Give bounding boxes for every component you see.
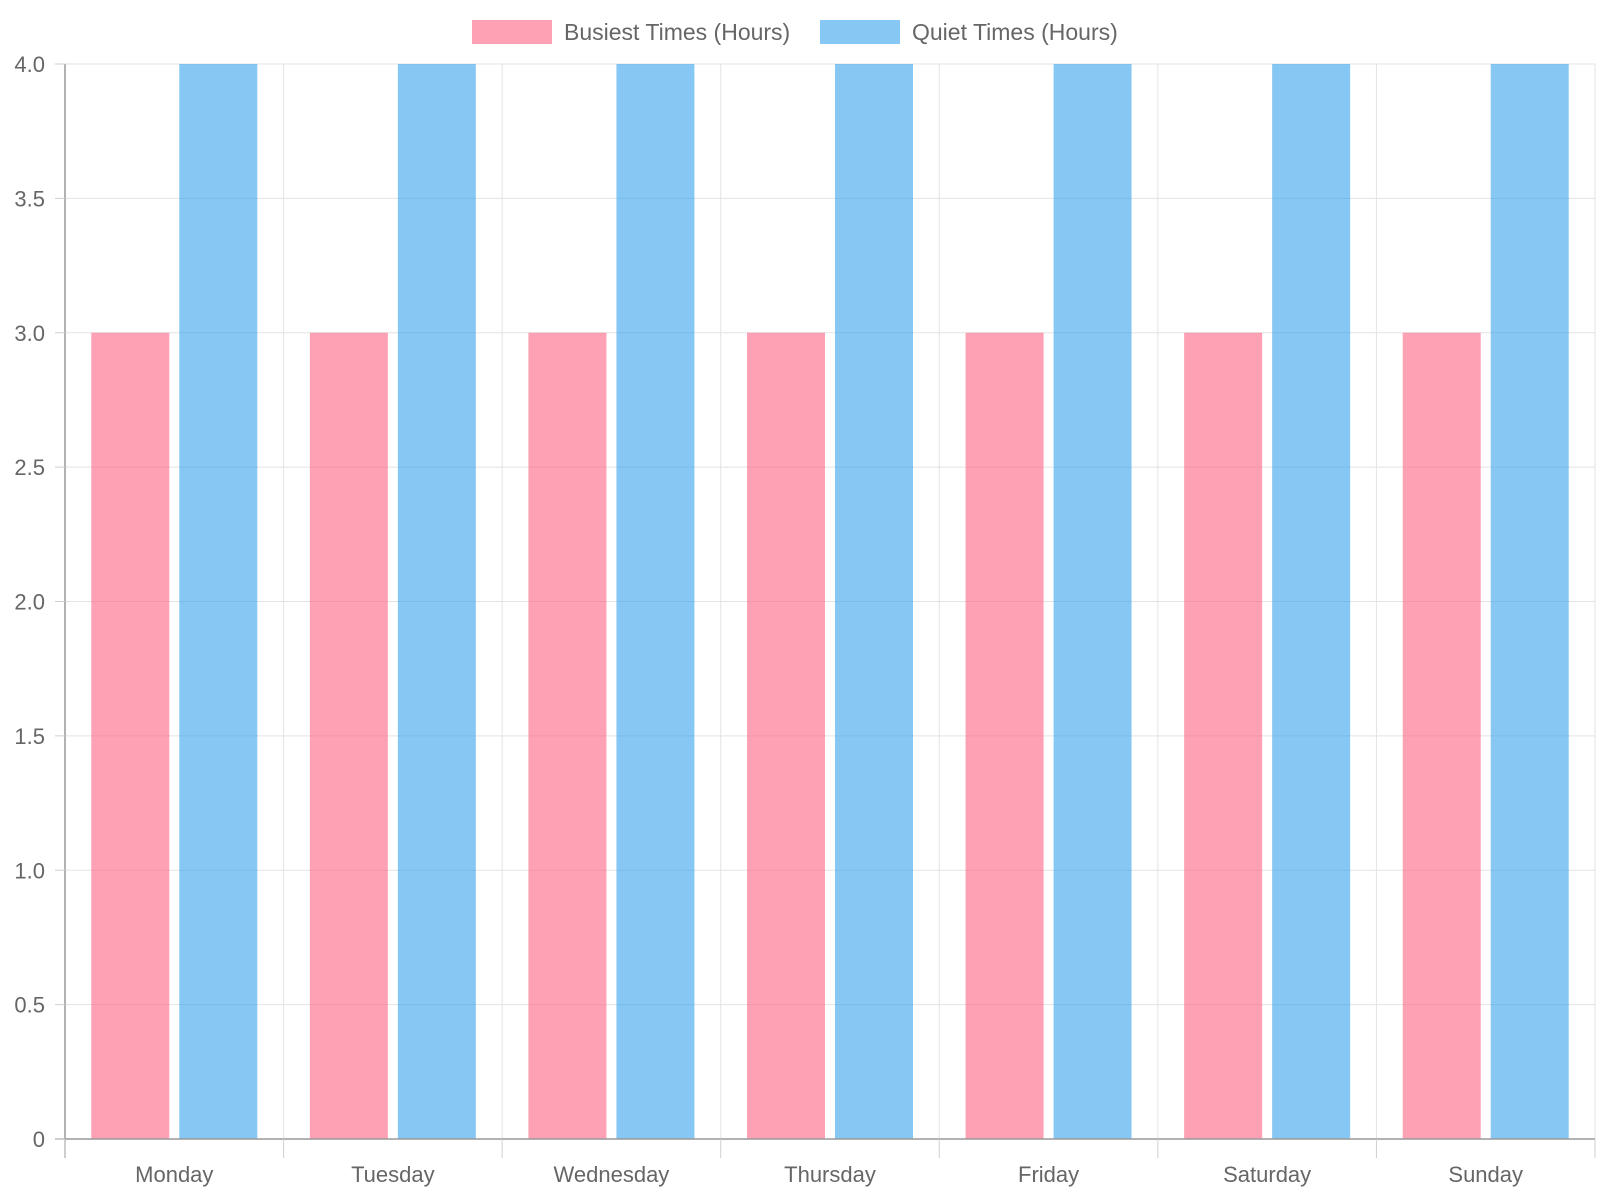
bar-quiet-thursday[interactable] (835, 64, 913, 1139)
bar-quiet-friday[interactable] (1053, 64, 1132, 1139)
legend-item-quiet[interactable]: Quiet Times (Hours) (820, 19, 1118, 45)
x-tick-label: Friday (1018, 1162, 1079, 1187)
x-tick-label: Tuesday (351, 1162, 435, 1187)
bar-busiest-thursday[interactable] (747, 332, 825, 1139)
bar-busiest-monday[interactable] (91, 332, 170, 1139)
x-axis-ticks: Monday Tuesday Wednesday Thursday Friday Satu… (64, 1139, 1596, 1187)
x-tick-label: Wednesday (554, 1162, 670, 1187)
x-tick-label: Sunday (1448, 1162, 1523, 1187)
y-tick-label: 2.0 (14, 590, 45, 615)
y-tick-label: 1.0 (14, 858, 45, 883)
bar-quiet-tuesday[interactable] (397, 64, 476, 1139)
x-tick-label: Thursday (784, 1162, 876, 1187)
bars (91, 64, 1569, 1139)
legend-label: Busiest Times (Hours) (564, 19, 790, 45)
bar-busiest-saturday[interactable] (1184, 332, 1263, 1139)
bar-busiest-sunday[interactable] (1402, 332, 1481, 1139)
legend-swatch (820, 20, 900, 44)
y-tick-label: 3.0 (14, 321, 45, 346)
bar-quiet-sunday[interactable] (1490, 64, 1569, 1139)
legend-swatch (472, 20, 552, 44)
y-tick-label: 0 (33, 1127, 45, 1152)
bar-quiet-saturday[interactable] (1272, 64, 1351, 1139)
y-tick-label: 4.0 (14, 52, 45, 77)
grid-lines (65, 63, 1596, 1139)
y-tick-label: 1.5 (14, 724, 45, 749)
axes (55, 64, 1595, 1158)
bar-quiet-monday[interactable] (179, 64, 258, 1139)
bar-quiet-wednesday[interactable] (616, 64, 695, 1139)
legend-label: Quiet Times (Hours) (912, 19, 1118, 45)
x-tick-label: Monday (135, 1162, 213, 1187)
y-axis-ticks: 0 0.5 1.0 1.5 2.0 2.5 3.0 3.5 4.0 (14, 52, 65, 1152)
bar-busiest-wednesday[interactable] (528, 332, 607, 1139)
y-tick-label: 3.5 (14, 186, 45, 211)
bar-busiest-tuesday[interactable] (309, 332, 388, 1139)
y-tick-label: 0.5 (14, 993, 45, 1018)
y-tick-label: 2.5 (14, 455, 45, 480)
legend-item-busiest[interactable]: Busiest Times (Hours) (472, 19, 790, 45)
x-tick-label: Saturday (1223, 1162, 1311, 1187)
legend[interactable]: Busiest Times (Hours) Quiet Times (Hours) (472, 19, 1118, 45)
bar-busiest-friday[interactable] (965, 332, 1044, 1139)
